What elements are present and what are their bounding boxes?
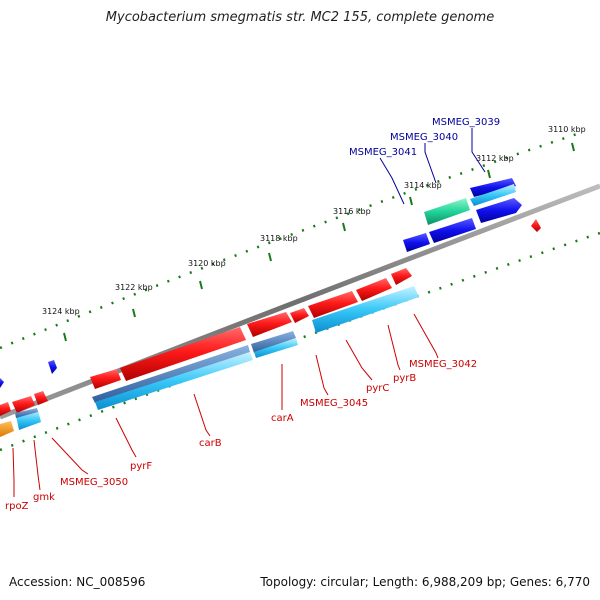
accession-text: Accession: NC_008596 — [9, 575, 146, 589]
gene-forward-3045[interactable] — [290, 308, 309, 323]
gene-label-pyrf[interactable]: pyrF — [130, 461, 152, 472]
topology-text: Topology: circular; Length: 6,988,209 bp… — [260, 575, 590, 589]
forward-leader-lines — [12, 313, 439, 497]
gene-label-rpoz[interactable]: rpoZ — [5, 501, 29, 512]
cds-steel-carA[interactable] — [251, 331, 296, 353]
gene-label-carb[interactable]: carB — [199, 438, 222, 449]
gene-reverse-3040-outer[interactable] — [476, 198, 522, 223]
gene-forward-pyrF[interactable] — [90, 369, 121, 389]
gene-forward-carA[interactable] — [247, 312, 292, 337]
tick-label: 3124 kbp — [42, 307, 80, 316]
cds-steel-gmk[interactable] — [15, 408, 38, 418]
gene-label-cara[interactable]: carA — [271, 413, 294, 424]
gene-small-arrow[interactable] — [48, 360, 57, 374]
gene-forward-rpoZ[interactable] — [0, 402, 11, 416]
map-title: Mycobacterium smegmatis str. MC2 155, co… — [105, 10, 495, 25]
major-ticks — [63, 142, 575, 342]
tick-label: 3112 kbp — [476, 154, 514, 163]
gene-label-msmeg-3045[interactable]: MSMEG_3045 — [300, 398, 368, 409]
reverse-leader-lines — [379, 128, 486, 205]
genome-backbone — [0, 183, 600, 420]
gene-label-msmeg-3039[interactable]: MSMEG_3039 — [432, 117, 500, 128]
tick-labels: 3110 kbp 3112 kbp 3114 kbp 3116 kbp 3118… — [42, 125, 586, 316]
gene-forward-gmk[interactable] — [12, 396, 35, 413]
gene-reverse-3039[interactable] — [470, 178, 516, 197]
tick-label: 3110 kbp — [548, 125, 586, 134]
gene-green-3040[interactable] — [424, 198, 470, 225]
tick-label: 3122 kbp — [115, 283, 153, 292]
reverse-strand-genes — [0, 178, 522, 388]
gene-forward-pyrC[interactable] — [308, 291, 358, 318]
gene-label-msmeg-3041[interactable]: MSMEG_3041 — [349, 147, 417, 158]
cds-cyan-carB[interactable] — [95, 352, 253, 410]
gene-label-pyrb[interactable]: pyrB — [393, 373, 416, 384]
tick-label: 3120 kbp — [188, 259, 226, 268]
inner-tick-track — [0, 231, 600, 452]
gene-label-msmeg-3042[interactable]: MSMEG_3042 — [409, 359, 477, 370]
cds-orange-rpoZ[interactable] — [0, 421, 14, 437]
gene-forward-3042[interactable] — [391, 268, 412, 285]
tick-label: 3118 kbp — [260, 234, 298, 243]
gene-forward-red-small[interactable] — [531, 219, 541, 232]
forward-strand-genes — [0, 219, 541, 437]
gene-label-msmeg-3050[interactable]: MSMEG_3050 — [60, 477, 128, 488]
gene-reverse-3041[interactable] — [429, 218, 476, 243]
gene-small-arrow-left[interactable] — [0, 378, 4, 388]
gene-label-msmeg-3040[interactable]: MSMEG_3040 — [390, 132, 458, 143]
reverse-labels: MSMEG_3039 MSMEG_3040 MSMEG_3041 — [349, 117, 500, 158]
forward-labels: MSMEG_3042 pyrB pyrC MSMEG_3045 carA car… — [5, 359, 477, 512]
cds-cyan-3042[interactable] — [312, 286, 419, 333]
gene-cyan-3039[interactable] — [470, 184, 516, 206]
tick-label: 3116 kbp — [333, 207, 371, 216]
gene-forward-carB[interactable] — [120, 327, 246, 381]
gene-reverse-3041b[interactable] — [403, 233, 430, 252]
tick-label: 3114 kbp — [404, 181, 442, 190]
gene-forward-3050[interactable] — [34, 391, 48, 405]
cds-steel-carB[interactable] — [92, 345, 250, 403]
gene-label-pyrc[interactable]: pyrC — [366, 383, 389, 394]
gene-forward-pyrB[interactable] — [356, 278, 392, 301]
gene-label-gmk[interactable]: gmk — [33, 492, 55, 503]
cds-cyan-carA[interactable] — [254, 338, 298, 358]
